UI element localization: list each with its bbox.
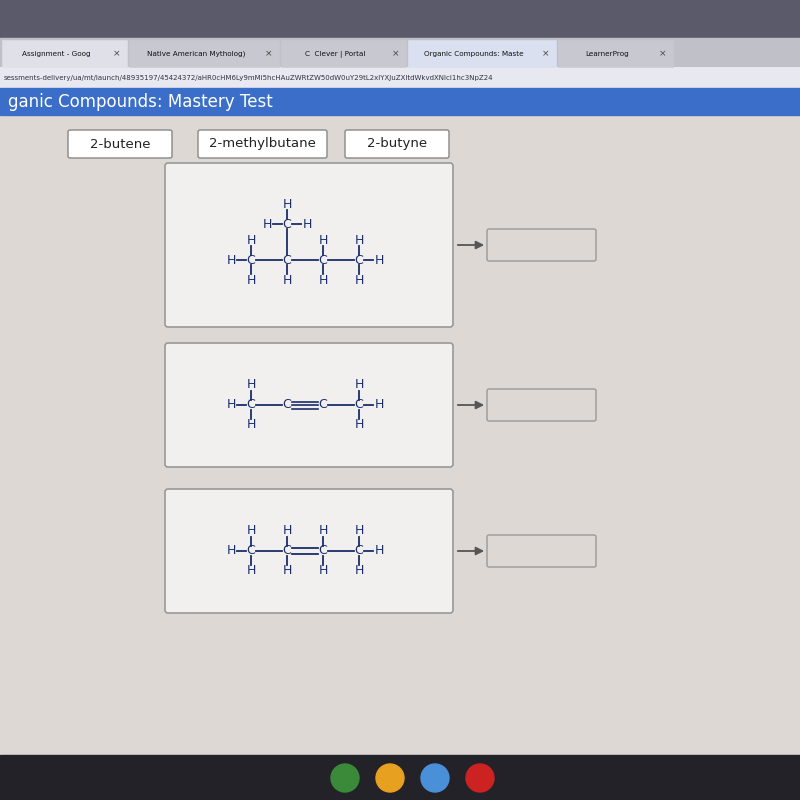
- Bar: [129, 40, 279, 67]
- Text: C: C: [318, 545, 327, 558]
- Bar: [558, 40, 673, 67]
- Text: C: C: [246, 398, 255, 411]
- Text: H: H: [354, 234, 364, 246]
- Text: 2-methylbutane: 2-methylbutane: [209, 138, 316, 150]
- FancyBboxPatch shape: [487, 535, 596, 567]
- Text: Organic Compounds: Maste: Organic Compounds: Maste: [424, 51, 524, 57]
- Text: H: H: [318, 565, 328, 578]
- Text: C: C: [246, 254, 255, 266]
- Text: H: H: [282, 274, 292, 286]
- Bar: [408, 40, 556, 67]
- Text: C: C: [318, 398, 327, 411]
- Text: H: H: [226, 398, 236, 411]
- Text: 2-butyne: 2-butyne: [367, 138, 427, 150]
- Text: C: C: [246, 545, 255, 558]
- Text: ganic Compounds: Mastery Test: ganic Compounds: Mastery Test: [8, 93, 273, 111]
- Text: H: H: [354, 274, 364, 286]
- Text: LearnerProg: LearnerProg: [586, 51, 630, 57]
- FancyBboxPatch shape: [345, 130, 449, 158]
- FancyBboxPatch shape: [68, 130, 172, 158]
- Text: ×: ×: [266, 50, 273, 58]
- Bar: [2, 40, 127, 67]
- Circle shape: [376, 764, 404, 792]
- FancyBboxPatch shape: [487, 389, 596, 421]
- Text: H: H: [226, 545, 236, 558]
- Text: C: C: [354, 254, 363, 266]
- FancyBboxPatch shape: [198, 130, 327, 158]
- Bar: [0, 88, 800, 115]
- Bar: [0, 0, 800, 38]
- Text: C: C: [282, 218, 291, 230]
- Text: H: H: [302, 218, 312, 230]
- Text: ×: ×: [114, 50, 121, 58]
- Text: H: H: [246, 274, 256, 286]
- Text: H: H: [226, 254, 236, 266]
- Text: H: H: [262, 218, 272, 230]
- Circle shape: [421, 764, 449, 792]
- Bar: [0, 67, 800, 88]
- Text: H: H: [354, 378, 364, 391]
- Text: Native American Mytholog): Native American Mytholog): [147, 50, 245, 58]
- Text: C: C: [354, 545, 363, 558]
- FancyBboxPatch shape: [165, 343, 453, 467]
- Circle shape: [331, 764, 359, 792]
- Text: H: H: [318, 234, 328, 246]
- FancyBboxPatch shape: [165, 489, 453, 613]
- Bar: [0, 38, 800, 67]
- Text: H: H: [318, 525, 328, 538]
- Bar: [281, 40, 406, 67]
- Text: C: C: [282, 398, 291, 411]
- Text: H: H: [282, 198, 292, 210]
- Text: H: H: [374, 545, 384, 558]
- Text: C: C: [282, 545, 291, 558]
- Text: C: C: [354, 398, 363, 411]
- Text: H: H: [282, 565, 292, 578]
- Text: H: H: [246, 378, 256, 391]
- Text: H: H: [374, 254, 384, 266]
- Text: Assignment - Goog: Assignment - Goog: [22, 51, 91, 57]
- Text: H: H: [374, 398, 384, 411]
- Text: H: H: [354, 418, 364, 431]
- Text: ×: ×: [659, 50, 666, 58]
- Bar: [0, 755, 800, 800]
- Text: H: H: [354, 565, 364, 578]
- Text: sessments-delivery/ua/mt/launch/48935197/45424372/aHR0cHM6Ly9mMi5hcHAuZWRtZW50dW: sessments-delivery/ua/mt/launch/48935197…: [4, 75, 494, 81]
- Text: ×: ×: [542, 50, 550, 58]
- Text: C  Clever | Portal: C Clever | Portal: [306, 50, 366, 58]
- Text: H: H: [354, 525, 364, 538]
- Text: 2-butene: 2-butene: [90, 138, 150, 150]
- Text: H: H: [246, 418, 256, 431]
- FancyBboxPatch shape: [165, 163, 453, 327]
- Text: H: H: [246, 525, 256, 538]
- Text: C: C: [318, 254, 327, 266]
- FancyBboxPatch shape: [487, 229, 596, 261]
- Bar: [0, 115, 800, 755]
- Circle shape: [466, 764, 494, 792]
- Text: H: H: [318, 274, 328, 286]
- Text: H: H: [246, 565, 256, 578]
- Text: H: H: [246, 234, 256, 246]
- Text: ×: ×: [392, 50, 400, 58]
- Text: H: H: [282, 525, 292, 538]
- Text: C: C: [282, 254, 291, 266]
